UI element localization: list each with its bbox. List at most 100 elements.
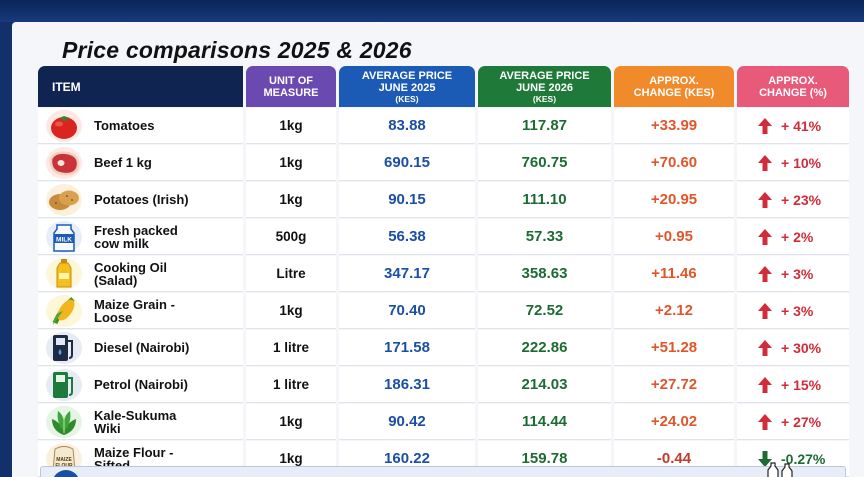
header-change-pct: APPROX. CHANGE (%)	[737, 66, 849, 107]
item-name: Cooking Oil (Salad)	[94, 259, 167, 288]
item-name: Beef 1 kg	[94, 155, 152, 170]
up-arrow-icon	[758, 302, 772, 319]
cell-change: +11.46	[614, 256, 734, 292]
change-pct-value: + 23%	[781, 191, 822, 208]
cell-change-pct: + 30%	[737, 330, 849, 366]
cell-item: Petrol (Nairobi)	[38, 367, 243, 403]
up-arrow-icon	[758, 191, 772, 208]
table-row: Tomatoes 1kg 83.88 117.87 +33.99 + 41%	[38, 108, 849, 144]
cell-unit: 1 litre	[246, 330, 336, 366]
cell-item: Beef 1 kg	[38, 145, 243, 181]
cell-change: +0.95	[614, 219, 734, 255]
change-pct-value: + 30%	[781, 339, 822, 356]
table-header: ITEM UNIT OF MEASURE AVERAGE PRICE JUNE …	[38, 66, 849, 107]
table-row: Potatoes (Irish) 1kg 90.15 111.10 +20.95 + 23…	[38, 182, 849, 218]
cell-unit: Litre	[246, 256, 336, 292]
change-pct-value: + 3%	[781, 302, 814, 319]
table-row: MILK Fresh packed cow milk 500g 56.38 57.33 +…	[38, 219, 849, 255]
cell-change-pct: + 23%	[737, 182, 849, 218]
cell-price-2025: 690.15	[339, 145, 475, 181]
footer-bottles-icon	[765, 461, 825, 477]
cell-price-2025: 83.88	[339, 108, 475, 144]
cell-change-pct: + 10%	[737, 145, 849, 181]
cell-change-pct: + 15%	[737, 367, 849, 403]
cell-price-2025: 90.42	[339, 404, 475, 440]
fuel-pump-icon	[46, 331, 82, 364]
table-row: Beef 1 kg 1kg 690.15 760.75 +70.60 + 10%	[38, 145, 849, 181]
cell-change: +27.72	[614, 367, 734, 403]
up-arrow-icon	[758, 376, 772, 393]
cell-price-2026: 117.87	[478, 108, 611, 144]
cell-price-2026: 111.10	[478, 182, 611, 218]
cell-price-2026: 114.44	[478, 404, 611, 440]
header-change: APPROX. CHANGE (KES)	[614, 66, 734, 107]
item-name: Fresh packed cow milk	[94, 222, 178, 251]
table-row: Petrol (Nairobi) 1 litre 186.31 214.03 +27.7…	[38, 367, 849, 403]
cell-item: Tomatoes	[38, 108, 243, 144]
table-row: Diesel (Nairobi) 1 litre 171.58 222.86 +51.2…	[38, 330, 849, 366]
footer-bar	[40, 466, 846, 477]
cell-change: +33.99	[614, 108, 734, 144]
cell-change-pct: + 41%	[737, 108, 849, 144]
cell-price-2025: 56.38	[339, 219, 475, 255]
cell-item: Kale-Sukuma Wiki	[38, 404, 243, 440]
fuel-pump-icon	[46, 368, 82, 401]
item-name: Petrol (Nairobi)	[94, 377, 188, 392]
cell-price-2026: 358.63	[478, 256, 611, 292]
cell-change-pct: + 27%	[737, 404, 849, 440]
tomato-icon	[46, 109, 82, 142]
cell-price-2026: 57.33	[478, 219, 611, 255]
table-row: Kale-Sukuma Wiki 1kg 90.42 114.44 +24.02 + 27…	[38, 404, 849, 440]
item-name: Maize Grain - Loose	[94, 296, 175, 325]
cell-price-2026: 72.52	[478, 293, 611, 329]
potato-icon	[46, 183, 82, 216]
cell-price-2026: 222.86	[478, 330, 611, 366]
svg-text:MILK: MILK	[56, 236, 72, 243]
cell-unit: 1kg	[246, 182, 336, 218]
cell-unit: 1 litre	[246, 367, 336, 403]
cell-item: MILK Fresh packed cow milk	[38, 219, 243, 255]
change-pct-value: + 3%	[781, 265, 814, 282]
cell-change-pct: + 3%	[737, 293, 849, 329]
cell-change-pct: + 2%	[737, 219, 849, 255]
milk-icon: MILK	[46, 220, 82, 253]
cell-item: Diesel (Nairobi)	[38, 330, 243, 366]
table-row: Maize Grain - Loose 1kg 70.40 72.52 +2.12 + 3…	[38, 293, 849, 329]
cell-item: Maize Grain - Loose	[38, 293, 243, 329]
item-name: Diesel (Nairobi)	[94, 340, 190, 355]
cell-price-2026: 214.03	[478, 367, 611, 403]
cell-item: Cooking Oil (Salad)	[38, 256, 243, 292]
kale-icon	[46, 405, 82, 438]
cell-price-2025: 171.58	[339, 330, 475, 366]
cell-price-2025: 186.31	[339, 367, 475, 403]
down-arrow-icon	[758, 450, 772, 467]
cell-change: +24.02	[614, 404, 734, 440]
cell-change: +70.60	[614, 145, 734, 181]
maize-icon	[46, 294, 82, 327]
cell-price-2025: 347.17	[339, 256, 475, 292]
change-pct-value: + 10%	[781, 154, 822, 171]
header-price-2025: AVERAGE PRICE JUNE 2025 (KES)	[339, 66, 475, 107]
up-arrow-icon	[758, 413, 772, 430]
cell-change: +20.95	[614, 182, 734, 218]
cell-unit: 1kg	[246, 108, 336, 144]
up-arrow-icon	[758, 117, 772, 134]
cell-unit: 1kg	[246, 293, 336, 329]
header-unit: UNIT OF MEASURE	[246, 66, 336, 107]
footer-badge	[52, 470, 80, 477]
page-title: Price comparisons 2025 & 2026	[62, 37, 412, 63]
change-pct-value: + 15%	[781, 376, 822, 393]
up-arrow-icon	[758, 339, 772, 356]
header-price-2026: AVERAGE PRICE JUNE 2026 (KES)	[478, 66, 611, 107]
change-pct-value: + 41%	[781, 117, 822, 134]
change-pct-value: + 2%	[781, 228, 814, 245]
item-name: Potatoes (Irish)	[94, 192, 189, 207]
cell-item: Potatoes (Irish)	[38, 182, 243, 218]
item-name: Tomatoes	[94, 118, 155, 133]
svg-text:MAIZE: MAIZE	[56, 457, 72, 463]
svg-text:FLOUR: FLOUR	[55, 463, 73, 469]
cell-price-2026: 760.75	[478, 145, 611, 181]
beef-icon	[46, 146, 82, 179]
change-pct-value: + 27%	[781, 413, 822, 430]
cell-change: +51.28	[614, 330, 734, 366]
